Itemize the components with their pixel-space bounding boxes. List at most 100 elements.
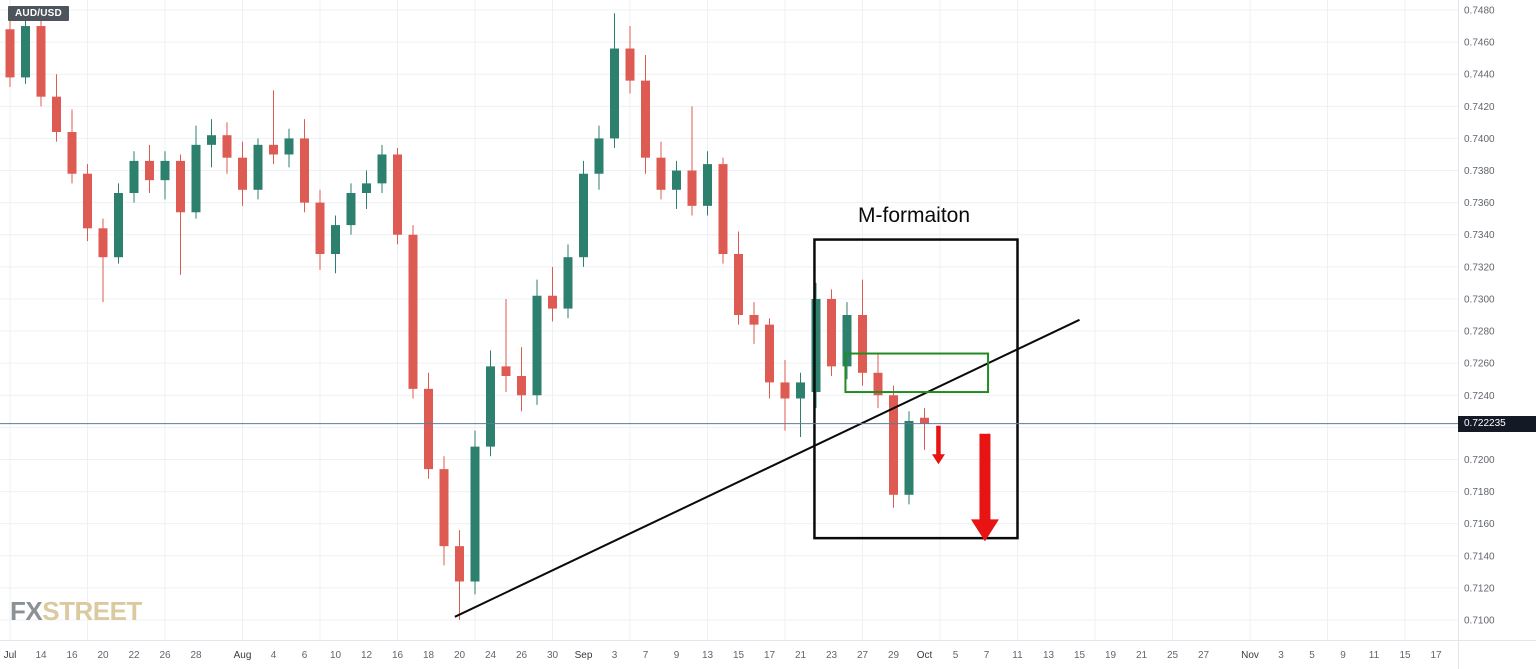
neckline-box <box>844 352 990 394</box>
svg-text:0.7440: 0.7440 <box>1464 70 1495 81</box>
candle <box>98 218 108 303</box>
svg-text:27: 27 <box>1198 650 1210 661</box>
svg-text:7: 7 <box>643 650 649 661</box>
candle <box>331 215 340 274</box>
m-formation-box <box>813 238 1019 540</box>
candle <box>641 54 650 174</box>
svg-text:15: 15 <box>1399 650 1411 661</box>
candle <box>238 141 247 206</box>
candle <box>36 16 46 107</box>
svg-text:0.7340: 0.7340 <box>1464 230 1495 241</box>
candle <box>470 430 480 595</box>
candle <box>734 231 743 325</box>
current-price-badge: 0.722235 <box>1458 416 1536 432</box>
time-axis[interactable]: Jul 14 16 20 22 26 28 Aug 4 6 10 12 16 18 20 24 26 30 Sep 3… <box>4 650 1442 661</box>
candle <box>253 138 263 200</box>
grid <box>0 0 1458 640</box>
svg-text:26: 26 <box>516 650 528 661</box>
candle <box>145 144 154 193</box>
candle <box>83 164 92 242</box>
svg-text:0.7460: 0.7460 <box>1464 38 1495 49</box>
svg-text:Sep: Sep <box>575 650 593 661</box>
svg-text:27: 27 <box>857 650 869 661</box>
svg-text:0.7380: 0.7380 <box>1464 166 1495 177</box>
candle <box>424 372 433 479</box>
candle <box>718 157 728 264</box>
svg-text:26: 26 <box>159 650 171 661</box>
candle <box>315 189 325 271</box>
svg-text:17: 17 <box>764 650 776 661</box>
svg-text:10: 10 <box>330 650 342 661</box>
svg-text:3: 3 <box>1278 650 1284 661</box>
down-arrow-icon <box>970 433 999 542</box>
m-formation-label: M-formaiton <box>858 204 971 227</box>
candle <box>129 151 139 203</box>
symbol-badge: AUD/USD <box>8 6 69 21</box>
candle <box>501 298 511 393</box>
svg-text:Jul: Jul <box>4 650 17 661</box>
candle <box>687 106 697 216</box>
svg-text:20: 20 <box>97 650 109 661</box>
svg-text:7: 7 <box>984 650 990 661</box>
svg-text:21: 21 <box>795 650 807 661</box>
candle <box>796 372 805 437</box>
candle <box>656 141 666 200</box>
svg-text:9: 9 <box>674 650 680 661</box>
candle <box>873 353 883 409</box>
svg-text:0.7120: 0.7120 <box>1464 583 1495 594</box>
candle <box>625 26 635 94</box>
candle <box>455 530 464 620</box>
candle <box>532 279 542 405</box>
svg-text:0.7140: 0.7140 <box>1464 551 1495 562</box>
svg-text:22: 22 <box>128 650 140 661</box>
fxstreet-logo: FXSTREET <box>10 596 142 627</box>
watermark-street: STREET <box>42 596 142 626</box>
svg-text:3: 3 <box>612 650 618 661</box>
svg-text:15: 15 <box>733 650 745 661</box>
svg-text:11: 11 <box>1012 650 1023 661</box>
candle <box>563 244 573 319</box>
svg-text:Nov: Nov <box>1241 650 1259 661</box>
candle <box>594 125 604 190</box>
candle <box>548 266 557 322</box>
candle <box>889 385 898 508</box>
svg-text:21: 21 <box>1136 650 1148 661</box>
svg-text:0.7300: 0.7300 <box>1464 294 1495 305</box>
candle <box>346 183 356 235</box>
svg-text:0.7280: 0.7280 <box>1464 327 1495 338</box>
svg-text:9: 9 <box>1340 650 1346 661</box>
svg-text:0.7200: 0.7200 <box>1464 455 1495 466</box>
svg-text:12: 12 <box>361 650 373 661</box>
candle <box>67 109 77 184</box>
candle <box>160 151 170 200</box>
svg-text:30: 30 <box>547 650 559 661</box>
candle <box>191 125 201 219</box>
price-axis[interactable]: 0.7480 0.7460 0.7440 0.7420 0.7400 0.7380 0.73… <box>1464 6 1495 627</box>
svg-text:5: 5 <box>953 650 959 661</box>
candle <box>517 347 526 412</box>
svg-text:24: 24 <box>485 650 497 661</box>
candle <box>439 456 449 566</box>
candle <box>486 350 495 457</box>
candle <box>222 122 232 174</box>
candle <box>408 225 418 399</box>
svg-text:20: 20 <box>454 650 466 661</box>
svg-text:0.7480: 0.7480 <box>1464 6 1495 17</box>
candle <box>362 170 371 210</box>
svg-text:0.7360: 0.7360 <box>1464 198 1495 209</box>
candle <box>207 119 216 168</box>
svg-text:16: 16 <box>66 650 78 661</box>
candle <box>672 160 681 210</box>
svg-text:0.7180: 0.7180 <box>1464 487 1495 498</box>
candle <box>858 279 867 386</box>
candle <box>5 13 15 88</box>
candle <box>780 359 790 431</box>
svg-text:0.7100: 0.7100 <box>1464 616 1495 627</box>
candle <box>176 154 185 275</box>
candle <box>114 183 123 264</box>
candle <box>703 151 712 216</box>
svg-text:16: 16 <box>392 650 404 661</box>
svg-text:13: 13 <box>1043 650 1055 661</box>
